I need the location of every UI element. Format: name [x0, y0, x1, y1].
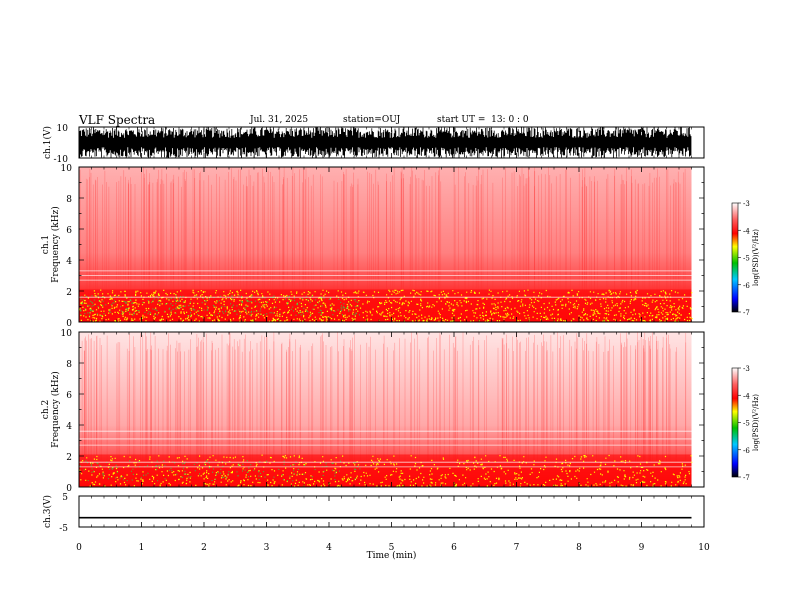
- colorbar-2-tick-label: -7: [743, 474, 750, 482]
- ch1-ylabel: ch.1(V): [42, 126, 53, 159]
- x-tick-label: 5: [389, 543, 395, 553]
- spec1-ylabel-frequency: Frequency (kHz): [50, 206, 61, 283]
- ch1-ytick-label: -10: [54, 155, 69, 165]
- spec2-ytick-label: 10: [61, 329, 73, 339]
- x-tick-label: 9: [639, 543, 645, 553]
- colorbar-2: [731, 367, 739, 478]
- colorbar-2-tick-label: -6: [743, 447, 750, 455]
- spec1-yellow-speckle: [79, 289, 693, 322]
- x-tick-label: 8: [576, 543, 582, 553]
- spec2-ytick-label: 6: [66, 391, 72, 401]
- spec2-ytick-label: 8: [66, 360, 72, 370]
- x-tick-label: 0: [76, 543, 82, 553]
- x-tick-label: 3: [264, 543, 270, 553]
- colorbar-2-label: log(PSD)(V²/Hz): [752, 394, 760, 451]
- spec2-streaks: [81, 332, 687, 464]
- figure-title: VLF Spectra: [79, 113, 156, 127]
- x-axis-label: Time (min): [367, 550, 417, 561]
- colorbar-1-tick-label: -7: [743, 309, 750, 317]
- spec1-ytick-label: 10: [61, 164, 73, 174]
- spec2-ytick-label: 0: [66, 484, 72, 494]
- ch3-ytick-label: 5: [62, 493, 68, 503]
- ch1-ytick-label: 10: [57, 124, 69, 134]
- x-tick-label: 6: [451, 543, 457, 553]
- ch3-ylabel: ch.3(V): [42, 495, 53, 528]
- spec1-ytick-label: 2: [66, 288, 72, 298]
- x-tick-label: 4: [326, 543, 332, 553]
- spec2-ylabel-channel: ch.2: [41, 400, 51, 419]
- x-tick-label: 7: [514, 543, 520, 553]
- spec2-ytick-label: 4: [66, 422, 72, 432]
- date-label: Jul. 31, 2025: [250, 115, 309, 125]
- spec2-lowband: [79, 454, 692, 487]
- spec1-ytick-label: 6: [66, 226, 72, 236]
- spec2-ytick-label: 2: [66, 453, 72, 463]
- colorbar-1-tick-label: -4: [743, 227, 750, 235]
- spec1-ytick-label: 8: [66, 195, 72, 205]
- station-label: station=OUJ: [343, 115, 401, 125]
- colorbar-1-tick-label: -6: [743, 282, 750, 290]
- start-time-label: start UT = 13: 0 : 0: [437, 115, 529, 125]
- spec2-green-speckle: [79, 460, 361, 482]
- spec2-ylabel-frequency: Frequency (kHz): [50, 371, 61, 448]
- colorbar-2-tick-label: -5: [743, 420, 750, 428]
- spec1-streaks: [79, 167, 686, 299]
- colorbar-1-label: log(PSD)(V²/Hz): [752, 229, 760, 286]
- spec1-ytick-label: 4: [66, 257, 72, 267]
- spec1-lowband: [79, 289, 692, 322]
- ch1-waveform-trace: [78, 127, 692, 158]
- spec1-ylabel-channel: ch.1: [41, 235, 51, 254]
- spec1-ytick-label: 0: [66, 319, 72, 329]
- colorbar-1-tick-label: -3: [743, 200, 750, 208]
- spec2-yellow-speckle: [79, 454, 693, 487]
- colorbar-1-tick-label: -5: [743, 255, 750, 263]
- x-tick-label: 10: [698, 543, 710, 553]
- colorbar-2-tick-label: -4: [743, 392, 750, 400]
- colorbar-2-tick-label: -3: [743, 365, 750, 373]
- x-tick-label: 1: [139, 543, 145, 553]
- colorbar-1: [731, 202, 739, 313]
- x-tick-label: 2: [201, 543, 207, 553]
- ch3-ytick-label: -5: [59, 524, 68, 534]
